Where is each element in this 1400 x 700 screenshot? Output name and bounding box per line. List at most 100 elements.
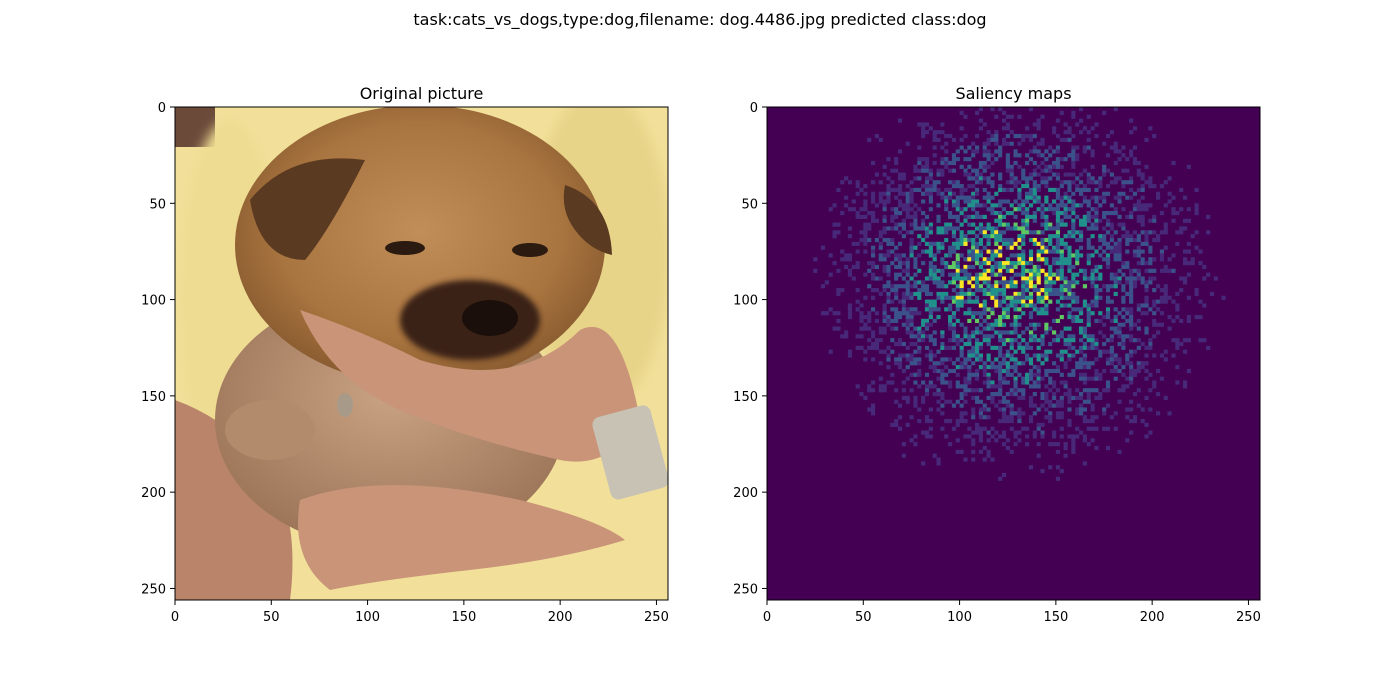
saliency-cell xyxy=(851,264,856,270)
saliency-cell xyxy=(928,184,933,189)
saliency-cell xyxy=(940,357,945,362)
saliency-cell xyxy=(936,291,941,297)
saliency-cell xyxy=(986,261,991,266)
saliency-cell xyxy=(955,334,960,339)
saliency-cell xyxy=(1025,218,1030,223)
saliency-cell xyxy=(855,191,860,196)
saliency-cell xyxy=(994,288,999,293)
saliency-cell xyxy=(940,341,945,347)
saliency-cell xyxy=(1025,126,1030,131)
saliency-cell xyxy=(990,207,995,212)
saliency-cell xyxy=(1036,126,1041,131)
saliency-cell xyxy=(1067,407,1072,412)
saliency-cell xyxy=(1028,230,1034,235)
saliency-cell xyxy=(909,307,914,312)
saliency-cell xyxy=(974,426,980,431)
saliency-cell xyxy=(1013,392,1018,397)
saliency-cell xyxy=(1125,249,1130,254)
saliency-cell xyxy=(913,284,918,289)
saliency-map-x-tick-label: 50 xyxy=(855,610,872,625)
saliency-cell xyxy=(1090,234,1095,239)
saliency-cell xyxy=(1052,434,1057,439)
saliency-cell xyxy=(1075,280,1080,285)
saliency-cell xyxy=(1032,241,1037,246)
saliency-cell xyxy=(978,438,983,443)
saliency-cell xyxy=(1075,203,1080,208)
saliency-cell xyxy=(1136,361,1141,366)
saliency-cell xyxy=(1129,280,1134,285)
saliency-cell xyxy=(924,160,930,166)
saliency-cell xyxy=(963,365,968,370)
saliency-cell xyxy=(1055,210,1061,216)
saliency-cell xyxy=(1013,199,1018,204)
saliency-cell xyxy=(1036,453,1041,458)
saliency-cell xyxy=(1109,361,1114,366)
saliency-cell xyxy=(917,280,922,285)
saliency-cell xyxy=(948,210,953,216)
saliency-cell xyxy=(928,276,933,281)
saliency-cell xyxy=(1179,187,1184,193)
saliency-cell xyxy=(1113,149,1118,154)
saliency-cell xyxy=(851,207,856,212)
saliency-cell xyxy=(1156,191,1161,196)
saliency-cell xyxy=(1059,261,1064,266)
saliency-cell xyxy=(1140,203,1145,208)
saliency-cell xyxy=(990,184,995,189)
saliency-cell xyxy=(894,264,899,270)
saliency-cell xyxy=(1121,264,1126,270)
saliency-cell xyxy=(1001,434,1007,439)
saliency-cell xyxy=(1071,314,1076,320)
saliency-cell xyxy=(1032,276,1037,281)
saliency-cell xyxy=(963,299,968,304)
saliency-cell xyxy=(1182,384,1188,389)
saliency-cell xyxy=(1021,392,1026,397)
saliency-cell xyxy=(978,276,983,281)
saliency-cell xyxy=(1136,168,1141,173)
saliency-cell xyxy=(951,322,957,327)
saliency-cell xyxy=(1109,249,1114,254)
saliency-cell xyxy=(951,153,957,158)
saliency-cell xyxy=(1136,245,1141,250)
saliency-cell xyxy=(1009,268,1014,273)
saliency-cell xyxy=(1202,303,1207,308)
saliency-cell xyxy=(982,261,987,266)
saliency-cell xyxy=(951,160,957,166)
saliency-cell xyxy=(917,122,922,127)
saliency-cell xyxy=(940,122,945,127)
saliency-cell xyxy=(944,222,949,227)
saliency-cell xyxy=(1102,407,1107,412)
saliency-cell xyxy=(1052,172,1057,177)
saliency-cell xyxy=(1113,176,1118,181)
saliency-cell xyxy=(1109,226,1114,231)
saliency-cell xyxy=(1059,399,1064,404)
saliency-cell xyxy=(940,392,945,397)
saliency-cell xyxy=(998,349,1003,354)
saliency-cell xyxy=(998,376,1003,381)
saliency-cell xyxy=(928,222,933,227)
saliency-cell xyxy=(1094,338,1099,343)
saliency-cell xyxy=(1052,430,1057,435)
saliency-cell xyxy=(971,349,976,354)
saliency-cell xyxy=(924,415,930,420)
saliency-cell xyxy=(1105,357,1111,362)
saliency-cell xyxy=(1129,380,1134,385)
saliency-cell xyxy=(1098,318,1103,323)
saliency-cell xyxy=(1013,411,1018,416)
saliency-cell xyxy=(978,303,983,308)
saliency-cell xyxy=(905,257,910,262)
saliency-cell xyxy=(1044,395,1049,401)
saliency-cell xyxy=(1109,237,1114,243)
saliency-cell xyxy=(909,295,914,300)
saliency-cell xyxy=(982,168,987,173)
saliency-cell xyxy=(1179,341,1184,347)
saliency-cell xyxy=(1082,145,1087,150)
saliency-cell xyxy=(1044,392,1049,397)
saliency-cell xyxy=(955,276,960,281)
saliency-cell xyxy=(1159,288,1165,293)
saliency-cell xyxy=(1025,261,1030,266)
saliency-cell xyxy=(1059,380,1064,385)
saliency-cell xyxy=(1109,415,1114,420)
saliency-cell xyxy=(978,172,983,177)
saliency-cell xyxy=(928,195,933,200)
saliency-cell xyxy=(940,245,945,250)
